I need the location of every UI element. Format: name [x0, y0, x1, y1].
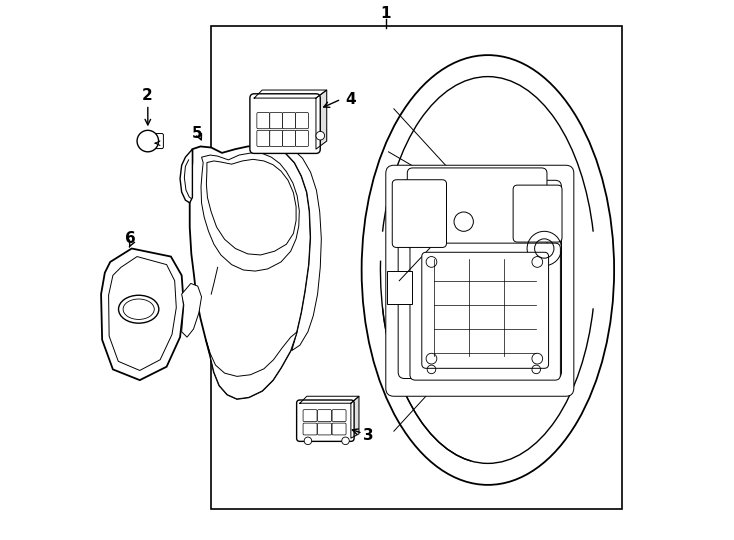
FancyBboxPatch shape	[150, 133, 164, 148]
FancyBboxPatch shape	[318, 423, 332, 435]
FancyBboxPatch shape	[422, 252, 548, 368]
Polygon shape	[300, 396, 359, 403]
FancyBboxPatch shape	[513, 185, 562, 242]
Circle shape	[137, 130, 159, 152]
Polygon shape	[286, 151, 321, 350]
FancyBboxPatch shape	[398, 180, 562, 379]
FancyBboxPatch shape	[257, 113, 270, 129]
Text: 5: 5	[192, 125, 202, 140]
Polygon shape	[189, 145, 310, 399]
FancyBboxPatch shape	[296, 130, 308, 146]
FancyBboxPatch shape	[407, 168, 547, 248]
Polygon shape	[254, 90, 327, 98]
Ellipse shape	[118, 295, 159, 323]
Ellipse shape	[362, 55, 614, 485]
FancyBboxPatch shape	[332, 410, 346, 422]
Polygon shape	[109, 256, 176, 370]
FancyBboxPatch shape	[387, 271, 412, 304]
FancyBboxPatch shape	[332, 423, 346, 435]
FancyBboxPatch shape	[283, 130, 296, 146]
FancyBboxPatch shape	[392, 180, 446, 247]
FancyBboxPatch shape	[303, 410, 317, 422]
Polygon shape	[201, 153, 299, 271]
Polygon shape	[351, 396, 359, 438]
FancyBboxPatch shape	[250, 94, 320, 153]
FancyBboxPatch shape	[303, 423, 317, 435]
FancyBboxPatch shape	[296, 113, 308, 129]
Polygon shape	[101, 248, 184, 380]
Circle shape	[342, 437, 349, 444]
FancyBboxPatch shape	[318, 410, 332, 422]
FancyBboxPatch shape	[270, 130, 283, 146]
FancyBboxPatch shape	[297, 400, 354, 441]
Polygon shape	[206, 159, 296, 255]
FancyBboxPatch shape	[283, 113, 296, 129]
Circle shape	[316, 131, 324, 140]
FancyBboxPatch shape	[270, 113, 283, 129]
Text: 6: 6	[126, 231, 136, 246]
FancyBboxPatch shape	[386, 165, 574, 396]
Text: 1: 1	[380, 6, 391, 21]
Polygon shape	[180, 149, 192, 203]
Bar	[211, 25, 622, 509]
Circle shape	[304, 437, 312, 444]
Polygon shape	[206, 332, 297, 399]
Text: 3: 3	[363, 428, 374, 443]
FancyBboxPatch shape	[410, 243, 560, 380]
Polygon shape	[316, 90, 327, 149]
Ellipse shape	[123, 299, 154, 320]
FancyBboxPatch shape	[257, 130, 270, 146]
Text: 2: 2	[142, 88, 152, 103]
Text: 4: 4	[346, 92, 356, 107]
Polygon shape	[181, 284, 202, 337]
